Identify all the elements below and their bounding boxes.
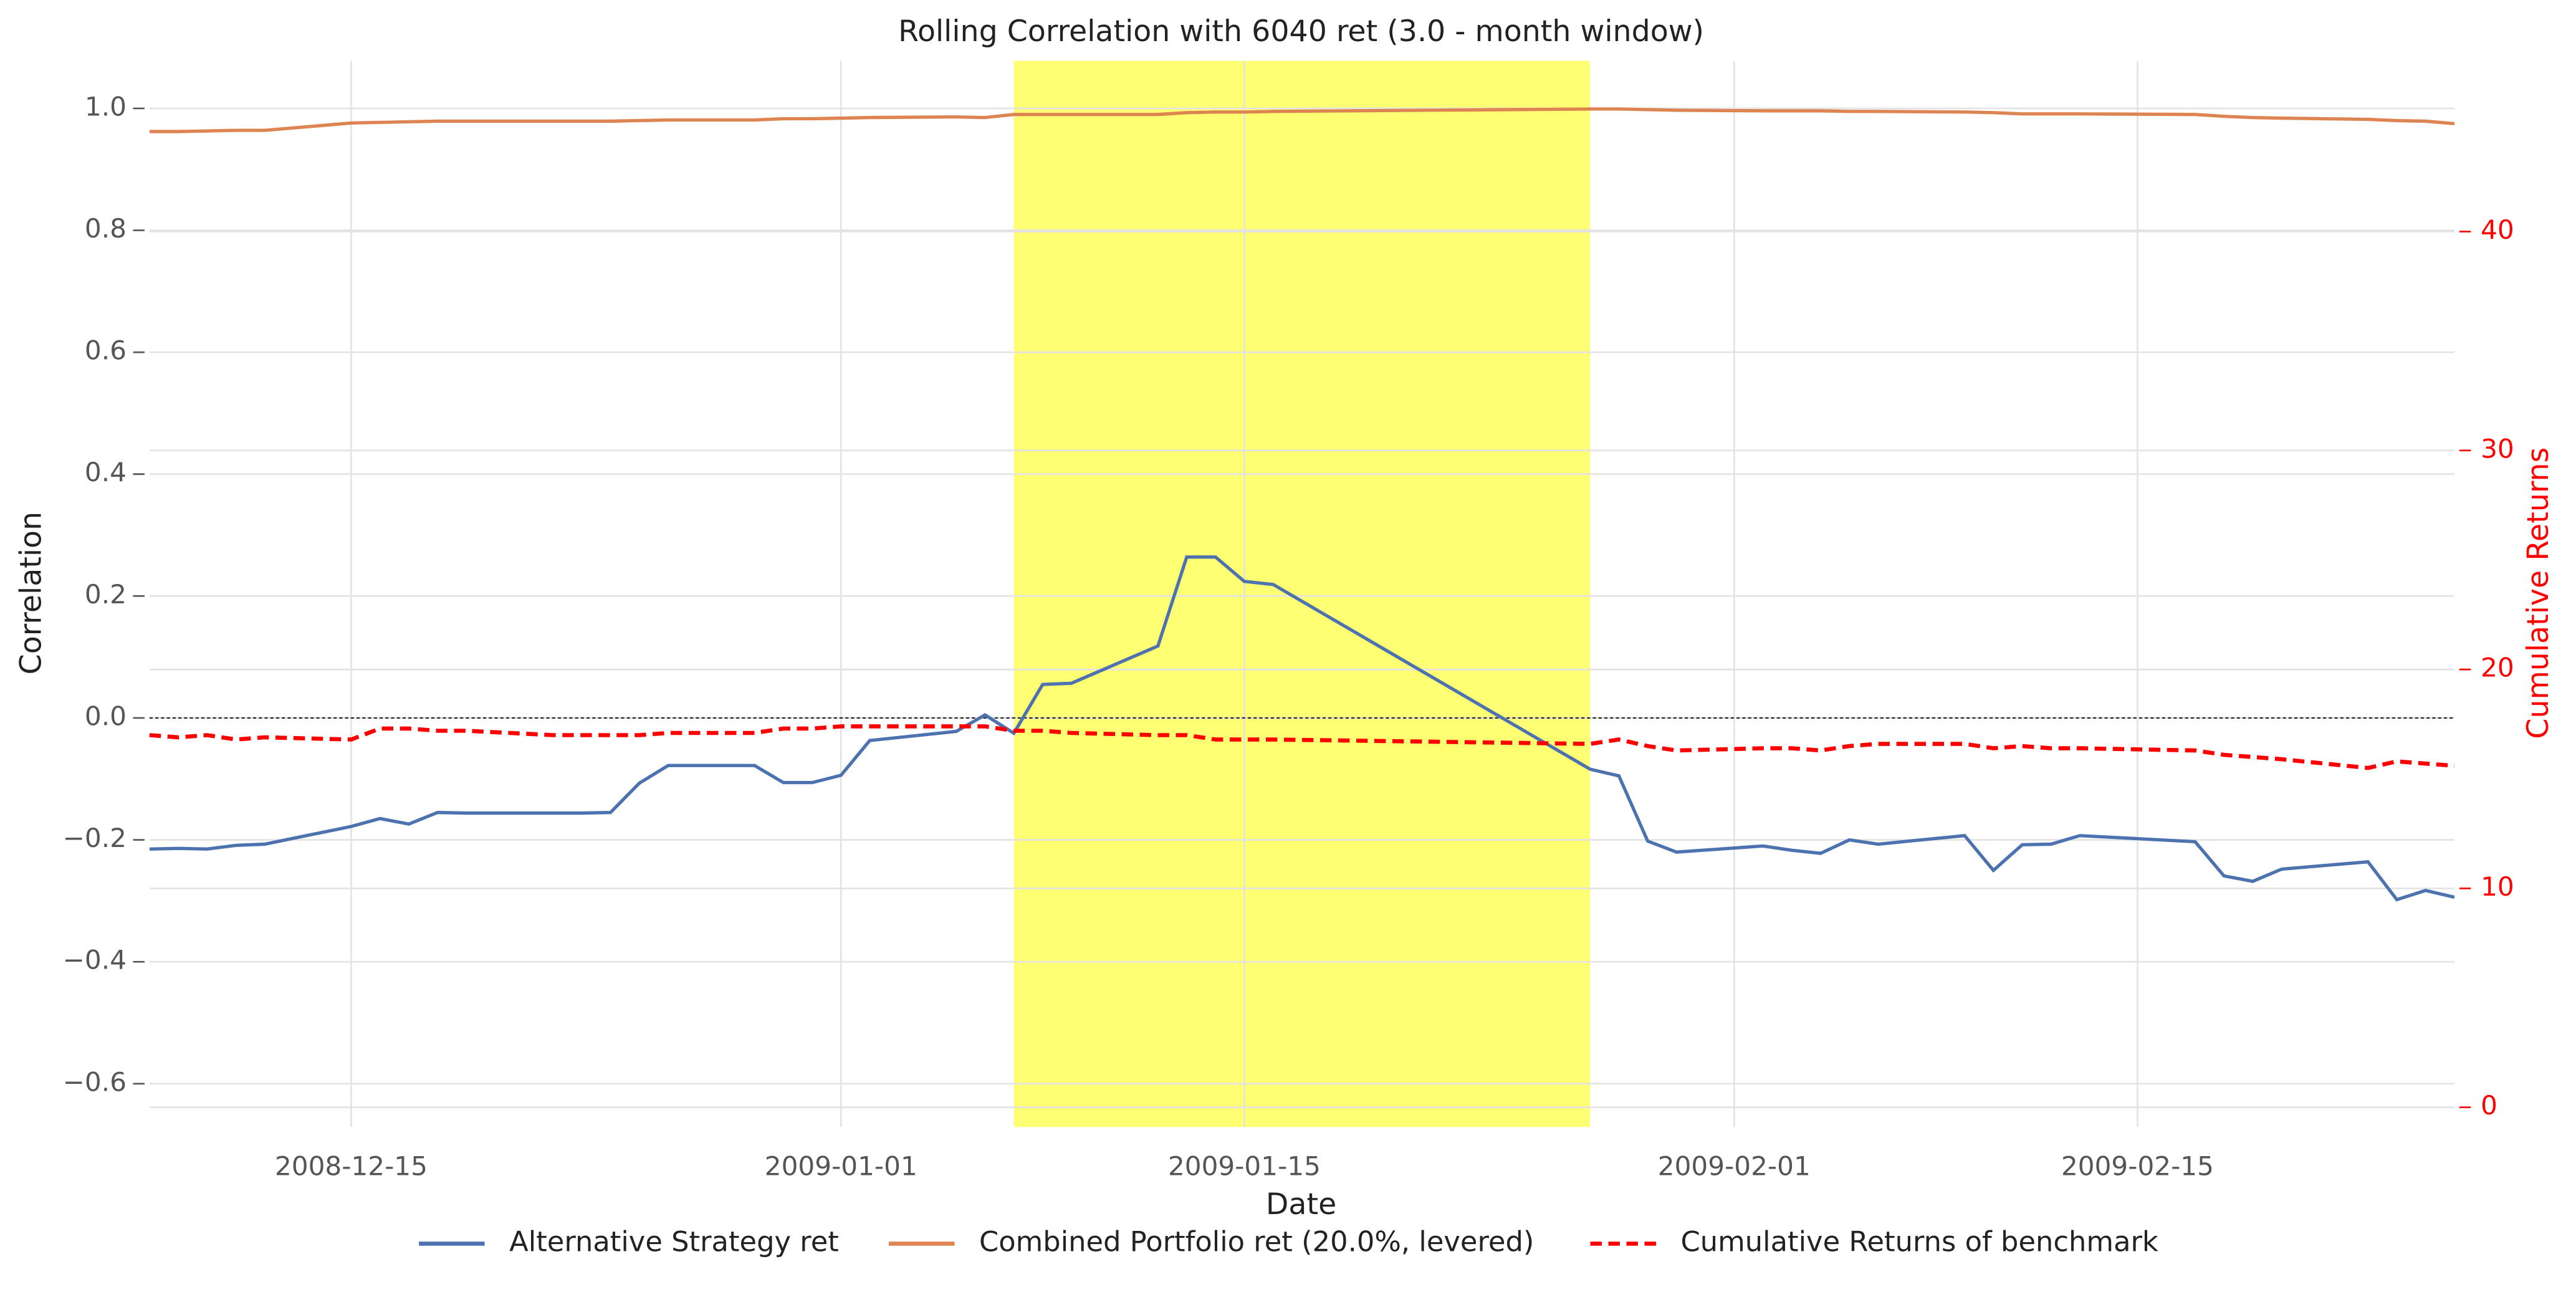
y-tick-label: 1.0 bbox=[85, 91, 127, 122]
y-tick-label: 0.0 bbox=[85, 701, 127, 731]
x-tick-label: 2009-02-15 bbox=[2061, 1151, 2214, 1182]
legend-label: Alternative Strategy ret bbox=[509, 1225, 839, 1258]
legend-label: Combined Portfolio ret (20.0%, levered) bbox=[979, 1225, 1534, 1258]
highlight-span bbox=[1013, 60, 1591, 1127]
y2-tick-label: 30 bbox=[2481, 433, 2514, 464]
y-axis-label: Correlation bbox=[14, 512, 49, 675]
x-tick-label: 2009-02-01 bbox=[1658, 1151, 1811, 1182]
y-tick-label: 0.6 bbox=[85, 335, 127, 366]
series-line bbox=[149, 555, 2455, 902]
y2-axis-label: Cumulative Returns bbox=[2521, 447, 2555, 739]
x-tick-label: 2008-12-15 bbox=[275, 1151, 428, 1182]
chart-title: Rolling Correlation with 6040 ret (3.0 -… bbox=[898, 14, 1704, 49]
series-line bbox=[149, 724, 2455, 770]
y-tick-label: 0.2 bbox=[85, 579, 127, 610]
series-line bbox=[149, 107, 2455, 133]
x-tick-label: 2009-01-15 bbox=[1168, 1151, 1321, 1182]
x-axis-label: Date bbox=[1266, 1187, 1336, 1222]
y2-tick-label: 0 bbox=[2481, 1090, 2497, 1121]
y-tick-label: −0.4 bbox=[63, 945, 127, 975]
y-tick-label: −0.2 bbox=[63, 823, 127, 853]
y2-tick-label: 10 bbox=[2481, 871, 2514, 902]
y-tick-label: 0.8 bbox=[85, 213, 127, 244]
y2-tick-label: 40 bbox=[2481, 214, 2514, 245]
x-tick-label: 2009-01-01 bbox=[765, 1151, 917, 1182]
y-tick-label: 0.4 bbox=[85, 457, 127, 487]
y2-tick-label: 20 bbox=[2481, 653, 2514, 683]
legend-label: Cumulative Returns of benchmark bbox=[1680, 1225, 2158, 1258]
y-tick-label: −0.6 bbox=[63, 1066, 127, 1097]
